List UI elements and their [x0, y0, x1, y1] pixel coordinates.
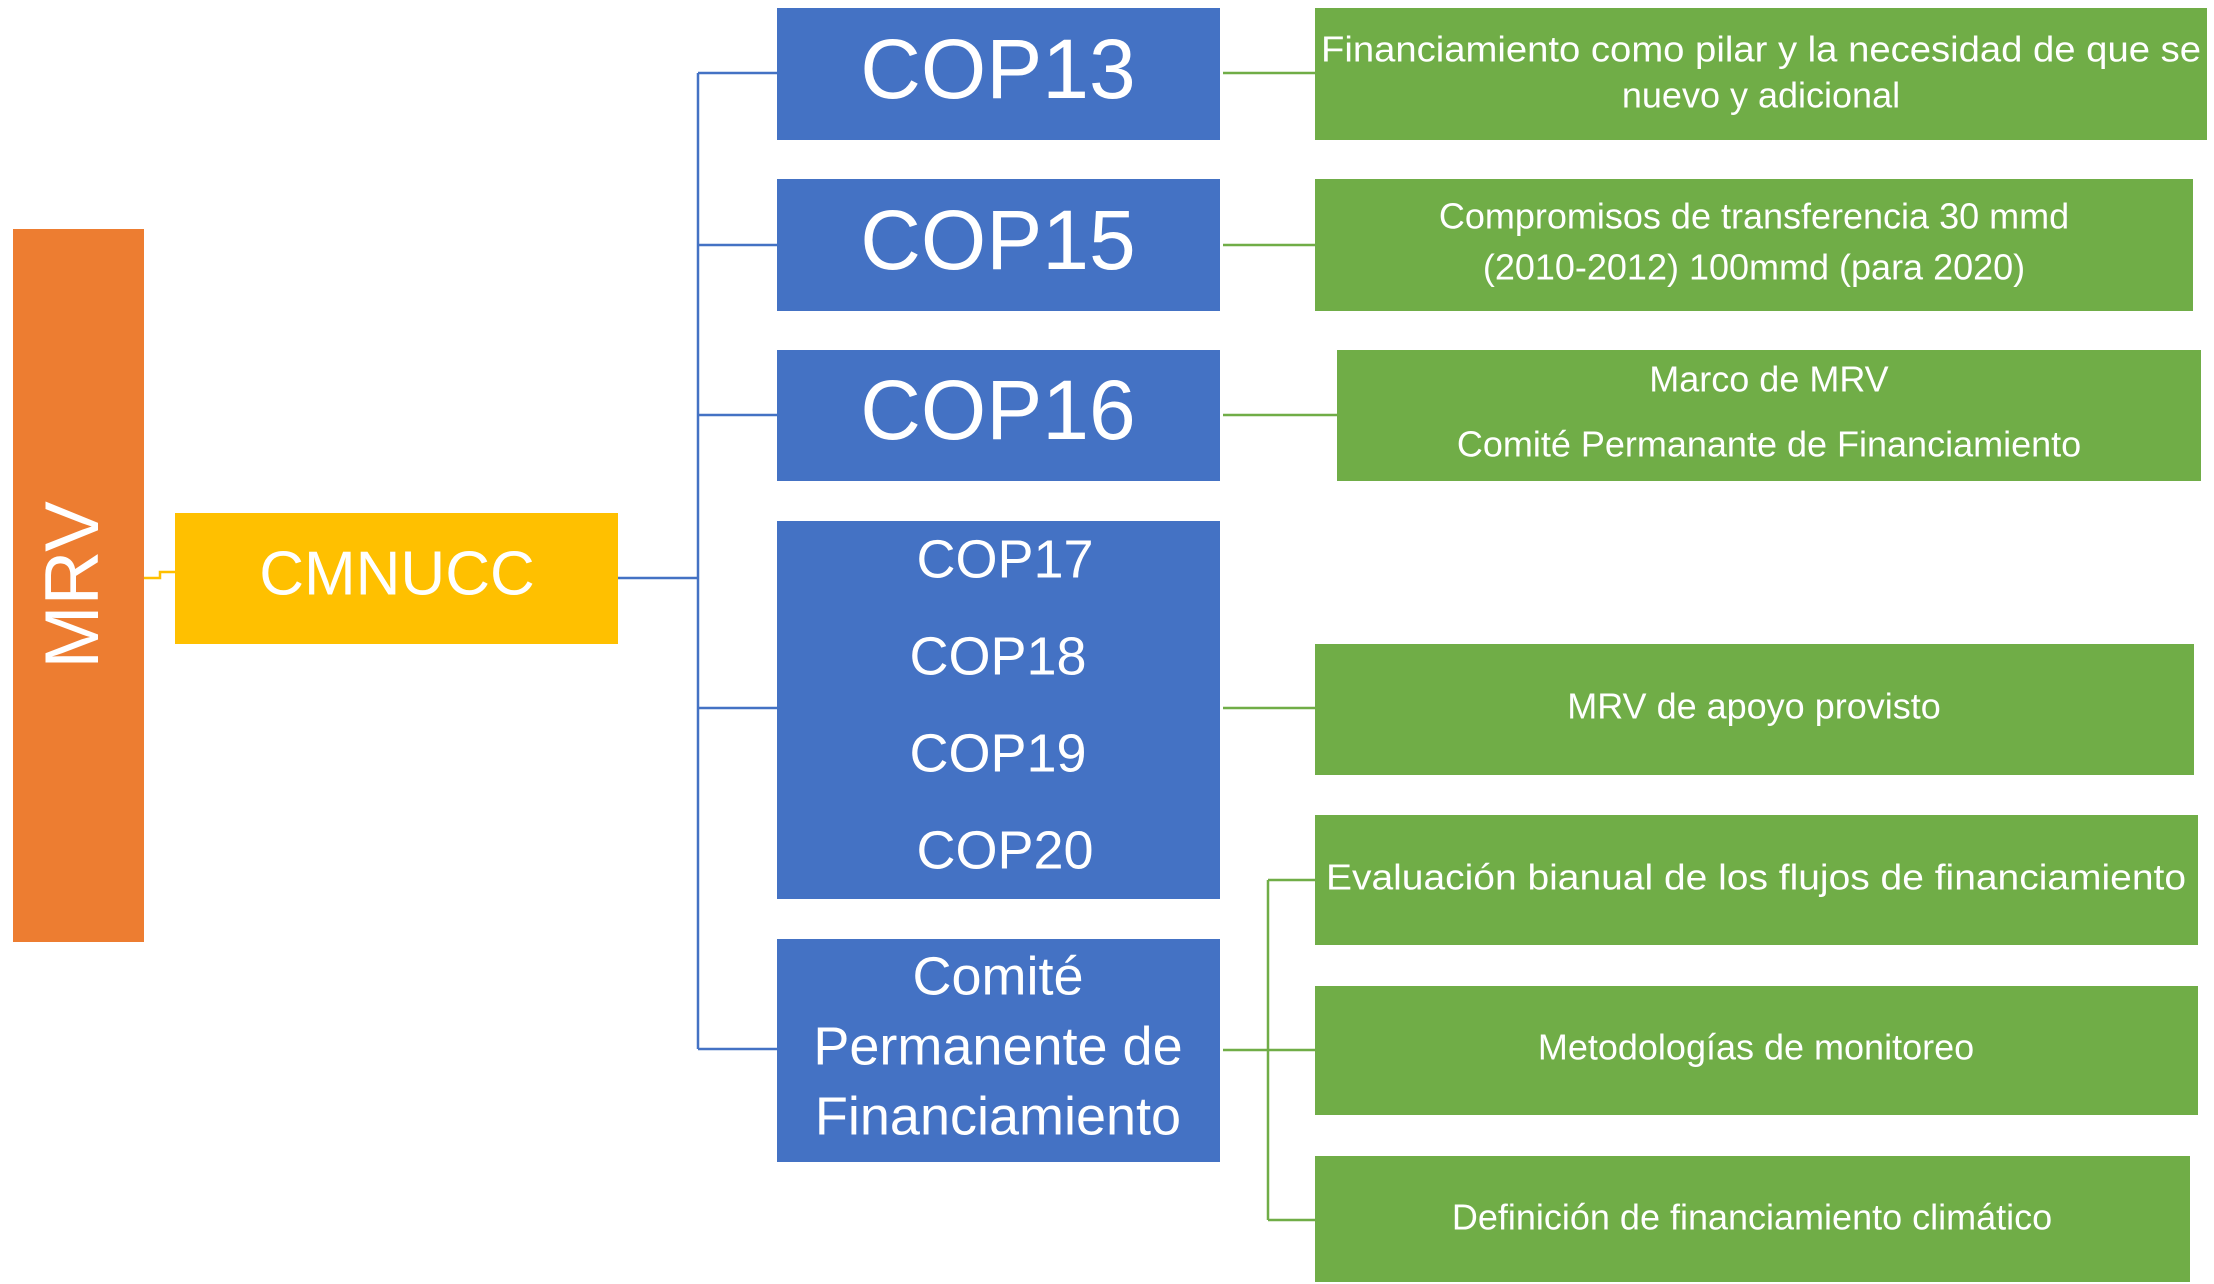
branch-box — [777, 8, 1220, 140]
branch-label: COP16 — [860, 363, 1135, 457]
hub-box — [175, 513, 618, 644]
note-text: (2010-2012) 100mmd (para 2020) — [1483, 247, 2025, 288]
note-text: MRV de apoyo provisto — [1567, 686, 1941, 727]
branch-box — [777, 179, 1220, 311]
branch-label: Comité — [912, 946, 1083, 1006]
branch-label: COP18 — [909, 626, 1086, 686]
note-text: Marco de MRV — [1649, 359, 1888, 400]
note-text: Definición de financiamiento climático — [1452, 1197, 2052, 1238]
branch-label: Permanente de — [813, 1016, 1182, 1076]
note-box — [1315, 8, 2207, 140]
note-text: Metodologías de monitoreo — [1538, 1027, 1974, 1068]
branch-box — [777, 521, 1220, 899]
note-box — [1315, 815, 2198, 945]
note-box — [1315, 1156, 2190, 1282]
note-text: Evaluación bianual de los flujos de fina… — [1326, 857, 2186, 898]
branch-box — [777, 350, 1220, 481]
branch-label: COP19 — [909, 723, 1086, 783]
note-box — [1315, 644, 2194, 775]
hub-connectors — [618, 71, 777, 1051]
hub-label: CMNUCC — [259, 539, 535, 608]
note-box — [1315, 986, 2198, 1115]
note-text: nuevo y adicional — [1622, 75, 1900, 116]
note-text: Financiamiento como pilar y la necesidad… — [1321, 29, 2201, 70]
branch-label: Financiamiento — [815, 1086, 1181, 1146]
root-connector — [144, 570, 175, 580]
note-connectors — [1223, 71, 1337, 1222]
branch-label: COP13 — [860, 22, 1135, 116]
note-text: Compromisos de transferencia 30 mmd — [1439, 196, 2069, 237]
branch-label: COP20 — [916, 820, 1093, 880]
branch-box — [777, 939, 1220, 1162]
branch-label: COP17 — [916, 529, 1093, 589]
branch-label: COP15 — [860, 193, 1135, 287]
note-box — [1315, 179, 2193, 311]
root-box — [13, 229, 144, 942]
root-label: MRV — [30, 501, 115, 669]
note-text: Comité Permanante de Financiamiento — [1457, 424, 2081, 465]
note-box — [1337, 350, 2201, 481]
